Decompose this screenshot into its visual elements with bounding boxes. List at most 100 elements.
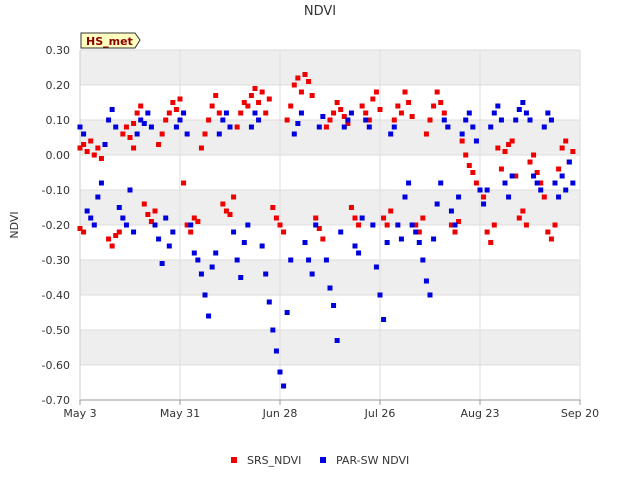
data-point (452, 229, 458, 235)
data-point (170, 100, 176, 105)
data-point (334, 338, 340, 343)
data-point (291, 82, 297, 88)
data-point (559, 173, 565, 179)
data-point (552, 222, 558, 228)
data-point (88, 138, 94, 144)
data-point (541, 194, 547, 200)
data-point (284, 117, 290, 123)
data-point (509, 173, 515, 179)
data-point (166, 243, 172, 249)
data-point (359, 215, 365, 221)
data-point (566, 159, 572, 165)
data-point (156, 236, 162, 242)
data-point (352, 243, 358, 249)
data-point (216, 110, 222, 116)
data-point (402, 194, 408, 200)
data-point (156, 142, 162, 147)
data-point (438, 180, 444, 186)
y-tick-label: 0.00 (46, 149, 71, 162)
data-point (409, 222, 415, 228)
data-point (245, 103, 251, 109)
data-point (481, 194, 487, 200)
data-point (491, 222, 497, 228)
data-point (348, 110, 354, 116)
data-point (316, 124, 322, 130)
x-tick-labels: May 3 May 31 Jun 28 Jul 26 Aug 23 Sep 20 (63, 400, 599, 420)
data-point (498, 117, 504, 123)
data-point (109, 107, 115, 112)
x-tick-label: Aug 23 (461, 407, 500, 420)
data-point (170, 229, 176, 235)
data-point (388, 131, 394, 137)
data-point (195, 257, 201, 263)
data-point (570, 180, 576, 186)
data-point (406, 180, 412, 186)
legend-item-srs[interactable]: SRS_NDVI (231, 454, 301, 467)
data-point (366, 124, 372, 130)
data-point (334, 100, 340, 105)
data-point (152, 222, 158, 228)
data-point (445, 124, 451, 130)
plot-band (80, 190, 580, 225)
data-point (313, 222, 319, 228)
data-point (259, 89, 265, 95)
data-point (313, 215, 319, 221)
data-point (138, 103, 144, 109)
data-point (309, 93, 315, 98)
data-point (516, 107, 522, 112)
data-point (531, 152, 537, 158)
data-point (141, 201, 147, 207)
data-point (381, 215, 387, 221)
data-point (91, 222, 97, 228)
data-point (81, 131, 87, 137)
data-point (373, 264, 379, 270)
data-point (191, 215, 197, 221)
data-point (488, 124, 494, 130)
legend-marker-srs (231, 457, 237, 463)
data-point (466, 110, 472, 116)
data-point (238, 110, 244, 116)
data-point (441, 117, 447, 123)
data-point (470, 124, 476, 130)
data-point (548, 117, 554, 123)
data-point (234, 124, 240, 130)
data-point (345, 117, 351, 123)
data-point (141, 121, 147, 126)
data-point (106, 236, 112, 242)
data-point (423, 131, 429, 137)
site-badge[interactable]: HS_met (80, 32, 141, 49)
data-point (284, 310, 290, 315)
data-point (331, 110, 337, 116)
data-point (388, 208, 394, 214)
data-point (431, 236, 437, 242)
data-point (377, 107, 383, 112)
data-point (506, 194, 512, 200)
data-point (102, 142, 108, 147)
data-point (456, 194, 462, 200)
data-point (409, 114, 415, 119)
data-point (177, 96, 183, 102)
data-point (352, 215, 358, 221)
data-point (213, 93, 219, 98)
data-point (513, 117, 519, 123)
data-point (131, 229, 137, 235)
data-point (177, 117, 183, 123)
data-point (348, 205, 354, 210)
data-point (291, 131, 297, 137)
data-point (381, 317, 387, 322)
y-tick-labels: 0.30 0.20 0.10 0.00 -0.10 -0.20 -0.30 -0.40 -0.5… (42, 44, 70, 407)
data-point (77, 226, 83, 231)
legend-item-par[interactable]: PAR-SW NDVI (320, 454, 409, 467)
data-point (456, 219, 462, 224)
data-point (81, 229, 87, 235)
data-point (263, 271, 269, 277)
chart-title: NDVI (304, 4, 336, 19)
y-tick-label: -0.70 (42, 394, 70, 407)
y-axis-title: NDVI (8, 211, 21, 238)
data-point (427, 292, 433, 298)
data-point (91, 152, 97, 158)
data-point (398, 110, 404, 116)
data-point (391, 124, 397, 130)
data-point (420, 257, 426, 263)
data-point (513, 173, 519, 179)
